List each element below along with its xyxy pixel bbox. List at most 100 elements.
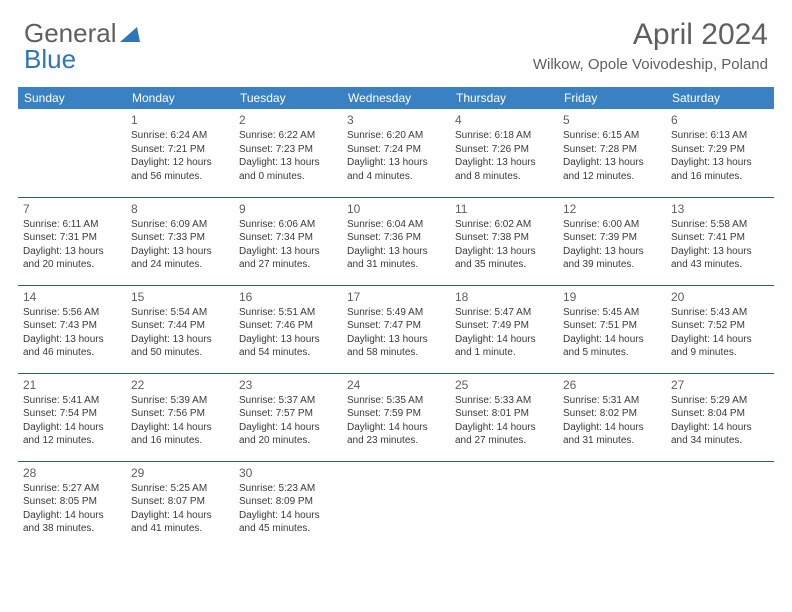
- logo-triangle-icon: [120, 18, 140, 49]
- location-label: Wilkow, Opole Voivodeship, Poland: [533, 56, 768, 73]
- sunset-line: Sunset: 8:07 PM: [131, 495, 229, 509]
- calendar-cell: 24Sunrise: 5:35 AMSunset: 7:59 PMDayligh…: [342, 373, 450, 461]
- sunrise-line: Sunrise: 5:27 AM: [23, 482, 121, 496]
- sunrise-line: Sunrise: 5:45 AM: [563, 306, 661, 320]
- sunset-line: Sunset: 8:05 PM: [23, 495, 121, 509]
- sunrise-line: Sunrise: 5:58 AM: [671, 218, 769, 232]
- daylight-line: Daylight: 14 hours and 27 minutes.: [455, 421, 553, 448]
- sunrise-line: Sunrise: 5:56 AM: [23, 306, 121, 320]
- sunrise-line: Sunrise: 5:47 AM: [455, 306, 553, 320]
- daylight-line: Daylight: 13 hours and 35 minutes.: [455, 245, 553, 272]
- calendar-cell: 21Sunrise: 5:41 AMSunset: 7:54 PMDayligh…: [18, 373, 126, 461]
- sunset-line: Sunset: 8:01 PM: [455, 407, 553, 421]
- daylight-line: Daylight: 13 hours and 0 minutes.: [239, 156, 337, 183]
- calendar-body: 1Sunrise: 6:24 AMSunset: 7:21 PM Daylight…: [18, 109, 774, 549]
- calendar-cell: [18, 109, 126, 197]
- sunrise-line: Sunrise: 6:24 AM: [131, 129, 229, 143]
- calendar-cell: [666, 461, 774, 549]
- daylight-line: Daylight: 13 hours and 4 minutes.: [347, 156, 445, 183]
- sunrise-line: Sunrise: 6:13 AM: [671, 129, 769, 143]
- sunset-line: Sunset: 7:21 PM: [131, 143, 229, 157]
- day-number: 5: [563, 112, 661, 128]
- calendar-cell: 26Sunrise: 5:31 AMSunset: 8:02 PMDayligh…: [558, 373, 666, 461]
- sunset-line: Sunset: 7:38 PM: [455, 231, 553, 245]
- calendar-cell: 11Sunrise: 6:02 AMSunset: 7:38 PMDayligh…: [450, 197, 558, 285]
- day-number: 3: [347, 112, 445, 128]
- sunrise-line: Sunrise: 5:37 AM: [239, 394, 337, 408]
- daylight-line: Daylight: 14 hours and 1 minute.: [455, 333, 553, 360]
- daylight-line: Daylight: 14 hours and 31 minutes.: [563, 421, 661, 448]
- sunset-line: Sunset: 7:31 PM: [23, 231, 121, 245]
- calendar-cell: 5Sunrise: 6:15 AMSunset: 7:28 PMDaylight…: [558, 109, 666, 197]
- day-number: 8: [131, 201, 229, 217]
- sunset-line: Sunset: 7:51 PM: [563, 319, 661, 333]
- weekday-header: Friday: [558, 87, 666, 109]
- sunset-line: Sunset: 7:28 PM: [563, 143, 661, 157]
- daylight-line: Daylight: 14 hours and 38 minutes.: [23, 509, 121, 536]
- sunset-line: Sunset: 7:56 PM: [131, 407, 229, 421]
- day-number: 30: [239, 465, 337, 481]
- calendar-cell: 17Sunrise: 5:49 AMSunset: 7:47 PMDayligh…: [342, 285, 450, 373]
- calendar-cell: 18Sunrise: 5:47 AMSunset: 7:49 PMDayligh…: [450, 285, 558, 373]
- sunrise-line: Sunrise: 5:39 AM: [131, 394, 229, 408]
- daylight-line: Daylight: 14 hours and 45 minutes.: [239, 509, 337, 536]
- day-number: 23: [239, 377, 337, 393]
- calendar-cell: 16Sunrise: 5:51 AMSunset: 7:46 PMDayligh…: [234, 285, 342, 373]
- weekday-header: Wednesday: [342, 87, 450, 109]
- calendar-week-row: 7Sunrise: 6:11 AMSunset: 7:31 PMDaylight…: [18, 197, 774, 285]
- calendar-cell: 15Sunrise: 5:54 AMSunset: 7:44 PMDayligh…: [126, 285, 234, 373]
- day-number: 10: [347, 201, 445, 217]
- sunset-line: Sunset: 7:34 PM: [239, 231, 337, 245]
- calendar-cell: 14Sunrise: 5:56 AMSunset: 7:43 PMDayligh…: [18, 285, 126, 373]
- sunset-line: Sunset: 7:41 PM: [671, 231, 769, 245]
- sunrise-line: Sunrise: 6:06 AM: [239, 218, 337, 232]
- day-number: 17: [347, 289, 445, 305]
- daylight-line: Daylight: 13 hours and 16 minutes.: [671, 156, 769, 183]
- day-number: 24: [347, 377, 445, 393]
- day-number: 25: [455, 377, 553, 393]
- day-number: 16: [239, 289, 337, 305]
- sunset-line: Sunset: 7:23 PM: [239, 143, 337, 157]
- sunrise-line: Sunrise: 6:22 AM: [239, 129, 337, 143]
- daylight-line: Daylight: 14 hours and 41 minutes.: [131, 509, 229, 536]
- calendar-cell: 7Sunrise: 6:11 AMSunset: 7:31 PMDaylight…: [18, 197, 126, 285]
- month-title: April 2024: [533, 18, 768, 52]
- calendar-week-row: 14Sunrise: 5:56 AMSunset: 7:43 PMDayligh…: [18, 285, 774, 373]
- sunrise-line: Sunrise: 5:25 AM: [131, 482, 229, 496]
- sunset-line: Sunset: 7:33 PM: [131, 231, 229, 245]
- calendar-table: SundayMondayTuesdayWednesdayThursdayFrid…: [18, 87, 774, 549]
- day-number: 27: [671, 377, 769, 393]
- title-block: April 2024 Wilkow, Opole Voivodeship, Po…: [533, 18, 768, 73]
- sunrise-line: Sunrise: 6:15 AM: [563, 129, 661, 143]
- calendar-cell: 22Sunrise: 5:39 AMSunset: 7:56 PMDayligh…: [126, 373, 234, 461]
- sunrise-line: Sunrise: 6:02 AM: [455, 218, 553, 232]
- weekday-header: Saturday: [666, 87, 774, 109]
- daylight-line: Daylight: 13 hours and 58 minutes.: [347, 333, 445, 360]
- day-number: 1: [131, 112, 229, 128]
- calendar-cell: 29Sunrise: 5:25 AMSunset: 8:07 PMDayligh…: [126, 461, 234, 549]
- day-number: 19: [563, 289, 661, 305]
- daylight-line: Daylight: 13 hours and 20 minutes.: [23, 245, 121, 272]
- day-number: 7: [23, 201, 121, 217]
- sunset-line: Sunset: 7:44 PM: [131, 319, 229, 333]
- sunset-line: Sunset: 7:49 PM: [455, 319, 553, 333]
- sunset-line: Sunset: 8:04 PM: [671, 407, 769, 421]
- day-number: 20: [671, 289, 769, 305]
- day-number: 22: [131, 377, 229, 393]
- calendar-cell: 3Sunrise: 6:20 AMSunset: 7:24 PMDaylight…: [342, 109, 450, 197]
- calendar-cell: 19Sunrise: 5:45 AMSunset: 7:51 PMDayligh…: [558, 285, 666, 373]
- calendar-week-row: 21Sunrise: 5:41 AMSunset: 7:54 PMDayligh…: [18, 373, 774, 461]
- sunset-line: Sunset: 7:59 PM: [347, 407, 445, 421]
- calendar-cell: 28Sunrise: 5:27 AMSunset: 8:05 PMDayligh…: [18, 461, 126, 549]
- weekday-header: Tuesday: [234, 87, 342, 109]
- sunrise-line: Sunrise: 6:18 AM: [455, 129, 553, 143]
- day-number: 29: [131, 465, 229, 481]
- sunset-line: Sunset: 8:09 PM: [239, 495, 337, 509]
- daylight-line: Daylight: 14 hours and 34 minutes.: [671, 421, 769, 448]
- daylight-line: Daylight: 13 hours and 12 minutes.: [563, 156, 661, 183]
- sunrise-line: Sunrise: 5:41 AM: [23, 394, 121, 408]
- calendar-cell: 12Sunrise: 6:00 AMSunset: 7:39 PMDayligh…: [558, 197, 666, 285]
- calendar-week-row: 28Sunrise: 5:27 AMSunset: 8:05 PMDayligh…: [18, 461, 774, 549]
- calendar-cell: 2Sunrise: 6:22 AMSunset: 7:23 PMDaylight…: [234, 109, 342, 197]
- calendar-cell: 20Sunrise: 5:43 AMSunset: 7:52 PMDayligh…: [666, 285, 774, 373]
